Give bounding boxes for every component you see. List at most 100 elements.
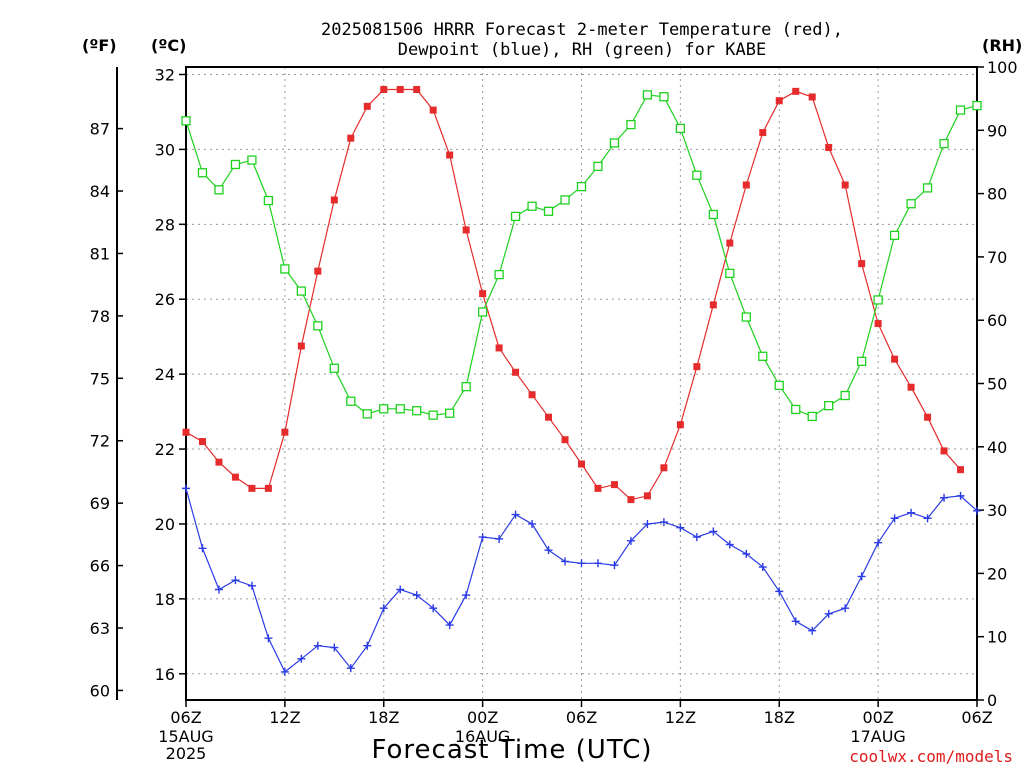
- temperature-point: [248, 484, 256, 492]
- dewpoint-point: [758, 563, 767, 572]
- rh-point: [428, 410, 438, 420]
- temperature-point: [709, 301, 717, 309]
- fahrenheit-tick-label: 78: [90, 307, 110, 326]
- x-tick-label: 12Z: [269, 708, 300, 727]
- rh-point: [395, 404, 405, 414]
- temperature-point: [808, 93, 816, 101]
- rh-tick-label: 40: [987, 438, 1007, 457]
- celsius-tick-label: 26: [155, 290, 175, 309]
- fahrenheit-tick-label: 60: [90, 681, 110, 700]
- temperature-point: [907, 383, 915, 391]
- temperature-point: [545, 413, 553, 421]
- x-tick-label: 18Z: [764, 708, 795, 727]
- x-tick-label: 00Z: [862, 708, 893, 727]
- fahrenheit-tick-label: 81: [90, 244, 110, 263]
- x-tick-date-label: 2025: [166, 744, 207, 763]
- rh-point: [856, 356, 867, 366]
- dewpoint-point: [478, 533, 487, 542]
- fahrenheit-tick-label: 72: [90, 432, 110, 451]
- celsius-tick-label: 30: [155, 140, 175, 159]
- rh-point: [379, 404, 389, 414]
- temperature-point: [231, 473, 239, 481]
- temperature-point: [396, 85, 404, 93]
- dewpoint-point: [214, 585, 223, 594]
- dewpoint-point: [198, 544, 207, 553]
- temperature-point: [874, 320, 882, 328]
- dewpoint-point: [940, 493, 949, 502]
- dewpoint-point: [610, 561, 619, 570]
- rh-point: [543, 206, 554, 216]
- dewpoint-point: [247, 581, 256, 590]
- dewpoint-point: [775, 587, 784, 596]
- chart-subtitle: Dewpoint (blue), RH (green) for KABE: [398, 40, 766, 60]
- rh-point: [445, 408, 455, 418]
- dewpoint-point: [313, 641, 322, 650]
- fahrenheit-tick-label: 87: [90, 120, 110, 139]
- temperature-point: [627, 496, 635, 504]
- rh-tick-label: 80: [987, 185, 1007, 204]
- dewpoint-point: [528, 519, 537, 528]
- temperature-point: [742, 181, 750, 189]
- rh-point: [889, 230, 900, 241]
- rh-point: [758, 351, 768, 361]
- dewpoint-point: [462, 591, 471, 600]
- celsius-unit-label: (ºC): [151, 36, 186, 55]
- dewpoint-point: [363, 641, 372, 650]
- grid: [186, 67, 977, 700]
- rh-tick-label: 20: [987, 564, 1007, 583]
- dewpoint-point: [692, 533, 701, 542]
- rh-point: [313, 321, 323, 331]
- temperature-point: [215, 458, 223, 466]
- temperature-point: [528, 391, 536, 399]
- temperature-point: [413, 85, 421, 93]
- rh-tick-label: 50: [987, 375, 1007, 394]
- temperature-point: [561, 436, 569, 444]
- x-tick-label: 06Z: [961, 708, 992, 727]
- temperature-point: [775, 97, 783, 105]
- temperature-point: [363, 102, 371, 110]
- celsius-tick-label: 28: [155, 215, 175, 234]
- dewpoint-point: [841, 604, 850, 613]
- dewpoint-point: [379, 604, 388, 613]
- rh-point: [675, 123, 686, 134]
- rh-point: [939, 138, 949, 149]
- rh-point: [280, 264, 290, 274]
- x-tick-label: 18Z: [368, 708, 399, 727]
- dewpoint-point: [511, 510, 520, 519]
- dewpoint-point: [659, 518, 668, 527]
- rh-point: [824, 401, 834, 411]
- dewpoint-point: [593, 559, 602, 568]
- rh-point: [708, 209, 718, 220]
- rh-tick-label: 30: [987, 501, 1007, 520]
- dewpoint-point: [495, 534, 504, 543]
- dewpoint-point: [956, 491, 965, 500]
- temperature-point: [825, 144, 833, 152]
- temperature-point: [264, 484, 272, 492]
- x-tick-label: 12Z: [665, 708, 696, 727]
- celsius-tick-label: 20: [155, 515, 175, 534]
- chart-title: 2025081506 HRRR Forecast 2-meter Tempera…: [321, 20, 843, 40]
- temperature-point: [726, 239, 734, 247]
- dewpoint-point: [264, 634, 273, 643]
- rh-point: [972, 100, 982, 111]
- rh-point: [494, 269, 504, 280]
- x-tick-label: 00Z: [467, 708, 498, 727]
- rh-unit-label: (RH): [982, 36, 1022, 55]
- temperature-point: [858, 260, 866, 268]
- x-tick-date-label: 15AUG: [158, 727, 213, 746]
- celsius-tick-label: 18: [155, 590, 175, 609]
- dewpoint-point: [874, 538, 883, 547]
- plot-frame: [185, 66, 978, 701]
- rh-point: [560, 195, 570, 205]
- temperature-point: [380, 85, 388, 93]
- rh-point: [774, 380, 784, 391]
- rh-point: [659, 92, 669, 102]
- temperature-point: [462, 226, 470, 234]
- dewpoint-point: [643, 519, 652, 528]
- dewpoint-point: [280, 667, 289, 676]
- x-tick-date-label: 16AUG: [455, 727, 510, 746]
- dewpoint-point: [742, 549, 751, 558]
- rh-point: [906, 199, 916, 209]
- temperature-point: [660, 464, 668, 472]
- temperature-point: [578, 460, 585, 468]
